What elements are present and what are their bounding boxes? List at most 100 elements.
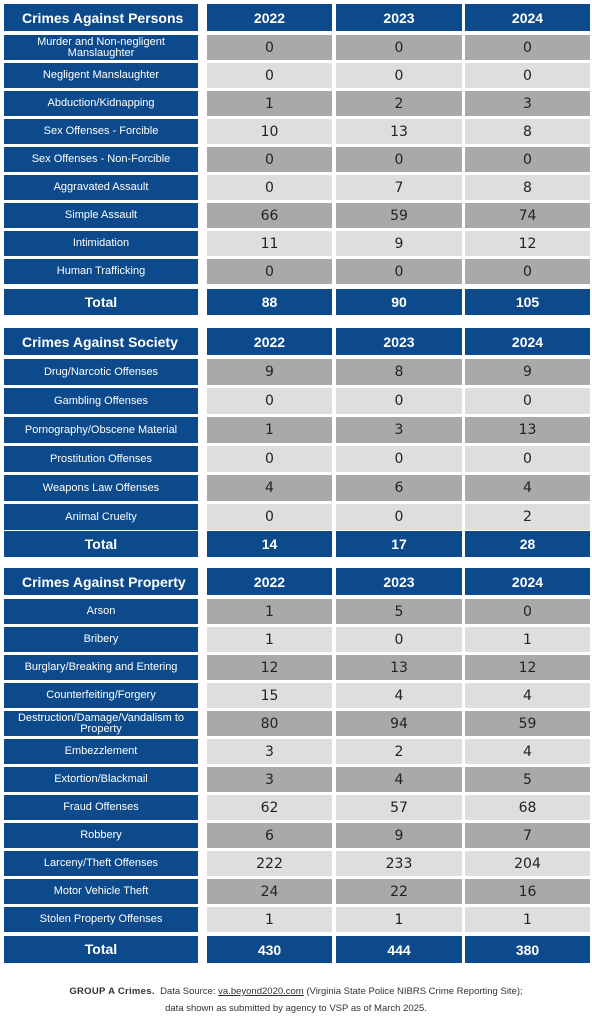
society-row-value: 2 xyxy=(465,504,590,530)
property-row: Burglary/Breaking and Entering 12 13 12 xyxy=(4,655,590,680)
persons-row-value: 0 xyxy=(207,175,332,200)
persons-row-value: 9 xyxy=(336,231,462,256)
property-row-value: 3 xyxy=(207,739,332,764)
property-row: Bribery 1 0 1 xyxy=(4,627,590,652)
society-total-2023: 17 xyxy=(336,531,462,557)
society-row-label: Weapons Law Offenses xyxy=(4,475,198,501)
persons-row-value: 8 xyxy=(465,119,590,144)
property-row: Counterfeiting/Forgery 15 4 4 xyxy=(4,683,590,708)
society-row-value: 0 xyxy=(465,446,590,472)
society-row-value: 0 xyxy=(336,504,462,530)
property-row-value: 222 xyxy=(207,851,332,876)
society-row: Weapons Law Offenses 4 6 4 xyxy=(4,475,590,501)
persons-year-2: 2023 xyxy=(336,4,462,31)
persons-header-row: Crimes Against Persons 2022 2023 2024 xyxy=(4,4,590,31)
persons-total-label: Total xyxy=(4,289,198,315)
society-row: Drug/Narcotic Offenses 9 8 9 xyxy=(4,359,590,385)
property-row-value: 1 xyxy=(336,907,462,932)
property-row-label: Larceny/Theft Offenses xyxy=(4,851,198,876)
property-row-value: 9 xyxy=(336,823,462,848)
persons-row-value: 0 xyxy=(207,259,332,284)
property-row: Motor Vehicle Theft 24 22 16 xyxy=(4,879,590,904)
persons-row-label: Human Trafficking xyxy=(4,259,198,284)
property-row-label: Destruction/Damage/Vandalism to Property xyxy=(4,711,198,736)
persons-row-label: Sex Offenses - Non-Forcible xyxy=(4,147,198,172)
society-row-label: Drug/Narcotic Offenses xyxy=(4,359,198,385)
property-row-label: Motor Vehicle Theft xyxy=(4,879,198,904)
property-row-value: 4 xyxy=(336,767,462,792)
property-row-value: 15 xyxy=(207,683,332,708)
persons-row: Negligent Manslaughter 0 0 0 xyxy=(4,63,590,88)
society-row-value: 4 xyxy=(207,475,332,501)
persons-row-value: 0 xyxy=(465,259,590,284)
society-row: Animal Cruelty 0 0 2 xyxy=(4,504,590,530)
persons-row-value: 0 xyxy=(336,35,462,60)
source-line-2: data shown as submitted by agency to VSP… xyxy=(165,1003,427,1014)
property-row-value: 12 xyxy=(465,655,590,680)
property-row: Extortion/Blackmail 3 4 5 xyxy=(4,767,590,792)
persons-row-value: 12 xyxy=(465,231,590,256)
property-row-value: 3 xyxy=(207,767,332,792)
persons-row: Abduction/Kidnapping 1 2 3 xyxy=(4,91,590,116)
property-row-value: 4 xyxy=(336,683,462,708)
society-title: Crimes Against Society xyxy=(4,328,198,355)
society-row-label: Prostitution Offenses xyxy=(4,446,198,472)
persons-row-value: 0 xyxy=(336,63,462,88)
persons-row-label: Sex Offenses - Forcible xyxy=(4,119,198,144)
property-row-value: 4 xyxy=(465,683,590,708)
property-row: Stolen Property Offenses 1 1 1 xyxy=(4,907,590,932)
persons-row: Sex Offenses - Forcible 10 13 8 xyxy=(4,119,590,144)
property-row-label: Fraud Offenses xyxy=(4,795,198,820)
persons-row-value: 0 xyxy=(336,259,462,284)
persons-row-value: 11 xyxy=(207,231,332,256)
persons-row: Sex Offenses - Non-Forcible 0 0 0 xyxy=(4,147,590,172)
property-row-label: Counterfeiting/Forgery xyxy=(4,683,198,708)
society-year-1: 2022 xyxy=(207,328,332,355)
property-row-value: 68 xyxy=(465,795,590,820)
property-year-3: 2024 xyxy=(465,568,590,595)
society-row-label: Pornography/Obscene Material xyxy=(4,417,198,443)
persons-row: Aggravated Assault 0 7 8 xyxy=(4,175,590,200)
society-total-label: Total xyxy=(4,531,198,557)
property-total-2024: 380 xyxy=(465,936,590,963)
persons-title: Crimes Against Persons xyxy=(4,4,198,31)
group-a-label: GROUP A Crimes. xyxy=(69,986,155,997)
persons-row-value: 13 xyxy=(336,119,462,144)
source-suffix: (Virginia State Police NIBRS Crime Repor… xyxy=(306,986,523,997)
property-row: Robbery 6 9 7 xyxy=(4,823,590,848)
persons-row-label: Simple Assault xyxy=(4,203,198,228)
property-row-value: 5 xyxy=(336,599,462,624)
property-row-value: 12 xyxy=(207,655,332,680)
persons-row: Murder and Non-negligent Manslaughter 0 0 0 xyxy=(4,35,590,60)
persons-total-row: Total 88 90 105 xyxy=(4,289,590,315)
source-prefix: Data Source: xyxy=(160,986,216,997)
property-row-value: 1 xyxy=(465,627,590,652)
source-link[interactable]: va.beyond2020.com xyxy=(218,986,304,997)
persons-row-value: 0 xyxy=(465,63,590,88)
property-total-2022: 430 xyxy=(207,936,332,963)
property-row-label: Embezzlement xyxy=(4,739,198,764)
persons-row-value: 3 xyxy=(465,91,590,116)
property-year-2: 2023 xyxy=(336,568,462,595)
society-row-value: 6 xyxy=(336,475,462,501)
persons-row-value: 0 xyxy=(207,63,332,88)
property-year-1: 2022 xyxy=(207,568,332,595)
property-row-label: Stolen Property Offenses xyxy=(4,907,198,932)
persons-row-value: 59 xyxy=(336,203,462,228)
property-row: Arson 1 5 0 xyxy=(4,599,590,624)
persons-total-2023: 90 xyxy=(336,289,462,315)
property-row-value: 62 xyxy=(207,795,332,820)
persons-total-2024: 105 xyxy=(465,289,590,315)
property-row-value: 6 xyxy=(207,823,332,848)
society-total-row: Total 14 17 28 xyxy=(4,531,590,557)
persons-row-label: Negligent Manslaughter xyxy=(4,63,198,88)
society-row-value: 0 xyxy=(207,388,332,414)
society-row-value: 0 xyxy=(465,388,590,414)
property-row-value: 2 xyxy=(336,739,462,764)
property-row-value: 1 xyxy=(207,599,332,624)
persons-row-value: 0 xyxy=(207,147,332,172)
persons-row-value: 2 xyxy=(336,91,462,116)
persons-row-value: 74 xyxy=(465,203,590,228)
persons-row: Human Trafficking 0 0 0 xyxy=(4,259,590,284)
property-total-label: Total xyxy=(4,936,198,963)
